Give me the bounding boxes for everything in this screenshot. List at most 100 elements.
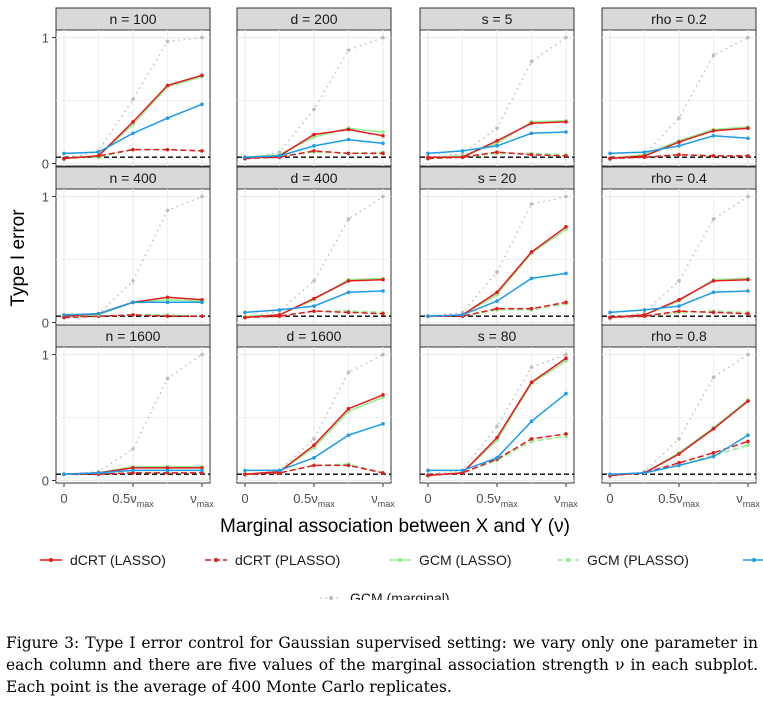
data-point-dcrt-plasso xyxy=(200,149,204,153)
data-point-dcrt-lasso xyxy=(677,452,681,456)
data-point-gcm-marginal xyxy=(312,437,316,441)
data-point-maxway-crt xyxy=(96,311,101,316)
data-point-dcrt-lasso xyxy=(165,295,170,300)
data-point-maxway-crt xyxy=(346,137,351,142)
panel-title: d = 1600 xyxy=(287,328,342,344)
data-point-dcrt-lasso xyxy=(200,73,204,78)
data-point-dcrt-lasso xyxy=(529,250,534,254)
data-point-maxway-crt xyxy=(495,299,499,303)
panel-s-20: s = 20 xyxy=(419,166,575,326)
legend-key-point xyxy=(49,558,53,562)
data-point-maxway-crt xyxy=(381,422,385,426)
data-point-maxway-crt xyxy=(277,154,282,158)
series-line-dcrt-plasso xyxy=(244,464,384,475)
data-point-dcrt-lasso xyxy=(746,126,750,131)
data-point-maxway-crt xyxy=(200,468,204,473)
data-point-gcm-marginal xyxy=(529,202,534,206)
data-point-gcm-marginal xyxy=(711,375,716,380)
data-point-gcm-marginal xyxy=(642,310,647,315)
x-tick-label: 0 xyxy=(60,491,67,506)
data-point-dcrt-plasso xyxy=(346,151,351,156)
data-point-gcm-lasso xyxy=(495,292,499,297)
data-point-gcm-lasso xyxy=(165,298,170,302)
data-point-maxway-crt xyxy=(277,308,282,312)
data-point-dcrt-plasso xyxy=(131,147,135,152)
panel-title: n = 400 xyxy=(109,170,156,186)
data-point-dcrt-lasso xyxy=(346,406,351,411)
data-point-maxway-crt xyxy=(200,102,204,107)
panel-d-1600: d = 1600 0 0.5νmax νmax xyxy=(236,324,395,509)
panel-n-1600: n = 1600 0 1 0 0.5νmax νmax xyxy=(42,324,214,509)
series-line-gcm-marginal xyxy=(244,195,384,319)
data-point-dcrt-plasso xyxy=(131,313,135,317)
data-point-gcm-lasso xyxy=(564,227,568,232)
data-point-maxway-crt xyxy=(608,310,612,315)
data-point-dcrt-lasso xyxy=(495,139,499,143)
data-point-maxway-crt xyxy=(711,133,716,138)
panel-s-80: s = 80 0 0.5νmax νmax xyxy=(419,324,578,509)
data-point-maxway-crt xyxy=(62,472,66,476)
data-point-maxway-crt xyxy=(131,300,135,305)
data-point-maxway-crt xyxy=(495,456,499,460)
panel-n-400: n = 400 0 1 xyxy=(42,166,211,330)
data-point-dcrt-lasso xyxy=(460,471,465,475)
caption-text: Type I error control for Gaussian superv… xyxy=(6,634,758,696)
data-point-dcrt-plasso xyxy=(200,314,204,318)
data-point-gcm-marginal xyxy=(460,310,465,315)
data-point-gcm-marginal xyxy=(381,194,385,199)
data-point-gcm-lasso xyxy=(381,130,385,134)
data-point-gcm-marginal xyxy=(564,352,568,357)
panel-title: s = 5 xyxy=(482,11,513,27)
data-point-dcrt-lasso xyxy=(131,466,135,470)
x-tick-label: 0.5νmax xyxy=(112,491,154,509)
data-point-maxway-crt xyxy=(243,310,247,315)
y-tick-label: 0 xyxy=(42,315,49,330)
caption-label: Figure 3: xyxy=(6,634,80,652)
data-point-maxway-crt xyxy=(608,151,612,156)
data-point-dcrt-plasso xyxy=(346,310,351,315)
data-point-dcrt-plasso xyxy=(677,461,681,465)
data-point-gcm-marginal xyxy=(200,35,204,40)
data-point-dcrt-lasso xyxy=(711,128,716,133)
panel-rho-0-8: rho = 0.8 0 0.5νmax νmax xyxy=(601,324,760,509)
x-tick-label: νmax xyxy=(554,491,578,509)
data-point-dcrt-lasso xyxy=(677,140,681,144)
data-point-dcrt-plasso xyxy=(165,314,170,318)
panel-title: s = 80 xyxy=(478,328,517,344)
x-tick-label: 0 xyxy=(606,491,613,506)
data-point-dcrt-plasso xyxy=(746,439,750,444)
data-point-maxway-crt xyxy=(426,314,430,318)
data-point-dcrt-lasso xyxy=(312,443,316,448)
legend-key-point xyxy=(398,558,402,562)
data-point-gcm-marginal xyxy=(200,352,204,357)
legend-key-point xyxy=(329,596,333,600)
data-point-gcm-plasso xyxy=(529,439,534,444)
data-point-gcm-marginal xyxy=(312,279,316,283)
data-point-gcm-marginal xyxy=(381,35,385,40)
data-point-dcrt-plasso xyxy=(312,149,316,153)
data-point-dcrt-lasso xyxy=(381,277,385,282)
data-point-dcrt-lasso xyxy=(200,298,204,302)
data-point-gcm-marginal xyxy=(131,279,135,283)
data-point-gcm-marginal xyxy=(346,370,351,374)
x-tick-label: νmax xyxy=(190,491,214,509)
data-point-gcm-marginal xyxy=(495,424,499,429)
data-point-maxway-crt xyxy=(131,468,135,473)
data-point-maxway-crt xyxy=(677,144,681,148)
data-point-maxway-crt xyxy=(677,304,681,308)
data-point-gcm-marginal xyxy=(495,126,499,131)
series-line-gcm-marginal xyxy=(427,353,567,475)
x-tick-label: νmax xyxy=(371,491,395,509)
data-point-dcrt-lasso xyxy=(200,466,204,470)
legend-key-point xyxy=(214,558,218,562)
data-point-dcrt-lasso xyxy=(608,315,612,320)
legend-item-dcrt-plasso: dCRT (PLASSO) xyxy=(205,552,340,568)
data-point-dcrt-plasso xyxy=(381,151,385,156)
data-point-maxway-crt xyxy=(243,155,247,159)
legend-item-gcm-marginal: GCM (marginal) xyxy=(320,590,450,600)
data-point-gcm-marginal xyxy=(131,447,135,451)
data-point-dcrt-lasso xyxy=(608,156,612,161)
data-point-gcm-marginal xyxy=(312,107,316,112)
data-point-gcm-marginal xyxy=(529,365,534,369)
data-point-dcrt-lasso xyxy=(131,120,135,124)
